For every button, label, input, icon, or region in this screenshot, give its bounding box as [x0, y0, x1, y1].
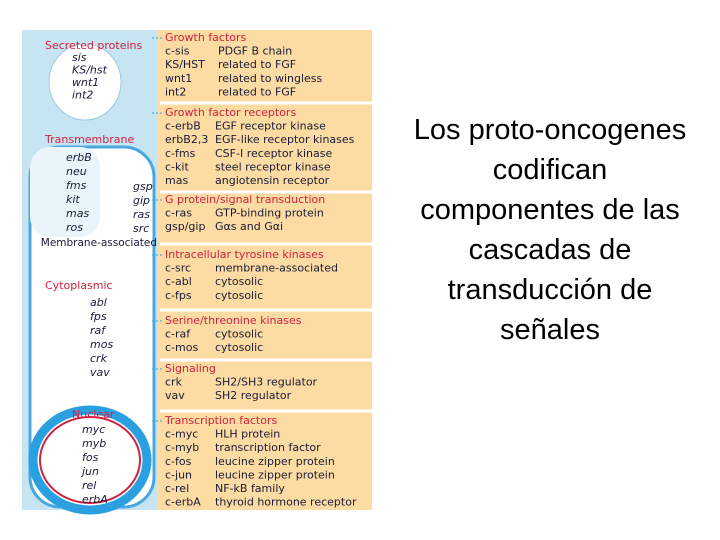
compartment-label: Membrane-associated: [41, 237, 157, 249]
caption-line: cascadas de: [468, 234, 632, 266]
compartment-label: Transmembrane: [44, 133, 134, 146]
section-title: Signaling: [165, 362, 216, 375]
gene-name: c-src: [165, 262, 191, 275]
compartment-gene: neu: [66, 165, 87, 178]
gene-function: membrane-associated: [215, 262, 338, 275]
caption-line: codifican: [492, 154, 608, 186]
gene-name: c-mos: [165, 341, 198, 354]
section-title: Serine/threonine kinases: [165, 314, 302, 327]
gene-name: c-myb: [165, 441, 199, 454]
section-title: Transcription factors: [164, 414, 277, 427]
gene-function: leucine zipper protein: [215, 455, 335, 468]
compartment-gene: myc: [82, 423, 105, 436]
caption-line: componentes de las: [420, 194, 680, 226]
compartment-gene: rel: [82, 479, 96, 492]
compartment-label: Secreted proteins: [45, 39, 143, 52]
gene-name: c-rel: [165, 482, 189, 495]
nucleus-inner: [39, 416, 141, 504]
compartment-gene: abl: [90, 296, 107, 309]
gene-name: mas: [165, 174, 188, 187]
compartment-gene: gsp: [133, 180, 153, 193]
compartment-gene: myb: [82, 437, 106, 450]
compartment-gene: mas: [66, 207, 89, 220]
compartment-gene: fos: [82, 451, 99, 464]
gene-name: c-fps: [165, 289, 192, 302]
compartment-gene: kit: [66, 193, 80, 206]
caption-line: transducción de: [447, 274, 653, 306]
gene-function: angiotensin receptor: [215, 174, 330, 187]
gene-function: EGF-like receptor kinases: [215, 133, 355, 146]
gene-name: c-erbB: [165, 120, 201, 133]
gene-name: wnt1: [165, 72, 192, 85]
nucleus-outer: [28, 405, 152, 515]
gene-function: related to wingless: [218, 72, 323, 85]
compartment-label: Cytoplasmic: [45, 279, 113, 292]
gene-function: transcription factor: [215, 441, 321, 454]
gene-function: steel receptor kinase: [215, 160, 331, 173]
section-title: Growth factors: [165, 31, 247, 44]
compartment-gene: erbA: [82, 493, 108, 506]
caption-line: Los proto-oncogenes: [413, 114, 687, 146]
gene-function: SH2 regulator: [215, 389, 292, 402]
compartment-label: Nuclear: [72, 408, 115, 421]
gene-function: Gαs and Gαi: [215, 220, 283, 233]
gene-function: GTP-binding protein: [215, 207, 324, 220]
gene-function: thyroid hormone receptor: [215, 496, 357, 509]
gene-function: CSF-I receptor kinase: [215, 147, 332, 160]
gene-name: c-fms: [165, 147, 196, 160]
section-title: Intracellular tyrosine kinases: [165, 248, 324, 261]
caption: Los proto-oncogenes codifican componentes …: [380, 110, 720, 350]
gene-function: NF-kB family: [215, 482, 285, 495]
compartment-gene: src: [133, 222, 149, 235]
gene-name: KS/HST: [165, 58, 205, 71]
compartment-gene: erbB: [66, 151, 92, 164]
gene-name: c-kit: [165, 160, 189, 173]
gene-function: cytosolic: [215, 328, 263, 341]
gene-function: SH2/SH3 regulator: [215, 376, 318, 389]
gene-function: related to FGF: [218, 58, 296, 71]
gene-function: HLH protein: [215, 428, 280, 441]
gene-name: c-jun: [165, 468, 192, 481]
gene-name: c-myc: [165, 428, 198, 441]
gene-function: EGF receptor kinase: [215, 120, 326, 133]
section-title: Growth factor receptors: [165, 106, 296, 119]
section-title: G protein/signal transduction: [165, 193, 325, 206]
compartment-gene: ras: [133, 208, 150, 221]
gene-name: c-erbA: [165, 496, 201, 509]
gene-name: c-ras: [165, 207, 192, 220]
compartment-gene: ros: [66, 221, 83, 234]
compartment-gene: mos: [90, 338, 113, 351]
gene-function: cytosolic: [215, 289, 263, 302]
gene-name: c-sis: [165, 45, 190, 58]
gene-function: PDGF B chain: [218, 45, 292, 58]
gene-name: gsp/gip: [165, 220, 205, 233]
gene-name: c-fos: [165, 455, 192, 468]
compartment-gene: int2: [72, 89, 93, 102]
gene-function: related to FGF: [218, 85, 296, 98]
compartment-gene: jun: [80, 465, 99, 478]
compartment-gene: gip: [133, 194, 150, 207]
gene-name: erbB2,3: [165, 133, 208, 146]
gene-name: vav: [165, 389, 185, 402]
caption-line: señales: [500, 314, 600, 346]
gene-function: leucine zipper protein: [215, 468, 335, 481]
compartment-gene: fms: [66, 179, 87, 192]
gene-function: cytosolic: [215, 341, 263, 354]
gene-function: cytosolic: [215, 275, 263, 288]
compartment-gene: vav: [90, 366, 110, 379]
compartment-gene: fps: [90, 310, 107, 323]
secreted-oval: [48, 43, 122, 121]
compartment-gene: sis: [72, 51, 87, 64]
compartment-gene: crk: [90, 352, 108, 365]
compartment-gene: KS/hst: [72, 64, 108, 77]
compartment-gene: raf: [90, 324, 107, 337]
gene-name: c-abl: [165, 275, 192, 288]
gene-name: int2: [165, 85, 186, 98]
transmembrane-zone: [30, 147, 100, 237]
gene-name: c-raf: [165, 328, 191, 341]
gene-name: crk: [165, 376, 183, 389]
compartment-gene: wnt1: [72, 76, 99, 89]
